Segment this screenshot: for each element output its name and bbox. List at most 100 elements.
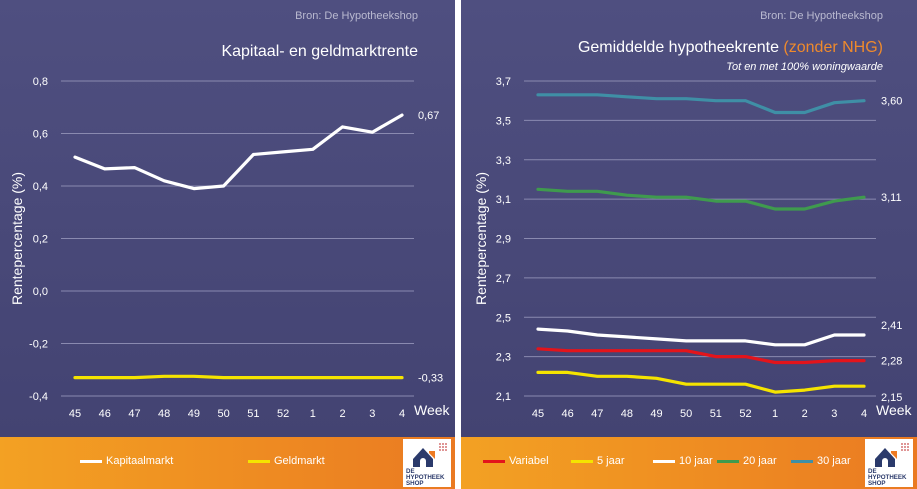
logo-dot [442, 443, 444, 445]
series-line-geldmarkt [73, 374, 404, 380]
legend-label: 30 jaar [817, 455, 851, 467]
y-tick-label: 3,7 [496, 76, 511, 88]
y-tick-label: 2,3 [496, 352, 511, 364]
legend-bar: Kapitaalmarkt Geldmarkt DE HYPOTHEEK SHOP [0, 437, 455, 489]
y-tick-label: 0,4 [33, 181, 48, 193]
x-tick-label: 2 [802, 408, 808, 420]
logo-dot [442, 446, 444, 448]
y-tick-label: 3,3 [496, 155, 511, 167]
chart-subtitle: Tot en met 100% woningwaarde [726, 61, 883, 73]
x-tick-label: 46 [99, 408, 111, 420]
end-value-label: 0,67 [418, 110, 439, 122]
legend-swatch [653, 459, 675, 463]
hypotheekshop-logo: DE HYPOTHEEK SHOP [403, 439, 451, 487]
series-line-5-jaar [536, 370, 866, 394]
logo-dot [901, 446, 903, 448]
logo-dot [904, 443, 906, 445]
legend-swatch [80, 459, 102, 463]
x-tick-label: 2 [339, 408, 345, 420]
y-tick-label: -0,4 [29, 391, 48, 403]
house-icon [875, 448, 895, 467]
line-chart-mortgage-rate: Bron: De Hypotheekshop Gemiddelde hypothe… [473, 10, 913, 420]
house-chimney-icon [429, 451, 435, 459]
y-tick-label: 0,8 [33, 76, 48, 88]
logo-dot [445, 443, 447, 445]
end-value-label: -0,33 [418, 373, 443, 385]
logo-dot [439, 446, 441, 448]
house-icon [413, 448, 433, 467]
end-value-label: 2,15 [881, 392, 902, 404]
legend-item-kapitaalmarkt: Kapitaalmarkt [80, 455, 173, 467]
legend-item-30-jaar: 30 jaar [791, 455, 851, 467]
x-tick-label: 1 [772, 408, 778, 420]
legend-swatch [791, 459, 813, 463]
chart-area: Bron: De Hypotheekshop Gemiddelde hypothe… [461, 0, 917, 437]
y-axis-label: Rentepercentage (%) [473, 172, 489, 305]
x-tick-label: 50 [680, 408, 692, 420]
logo-dot [901, 443, 903, 445]
series-line-30-jaar [536, 93, 866, 115]
house-chimney-icon [891, 451, 897, 459]
chart-panel-mortgage-rate: Bron: De Hypotheekshop Gemiddelde hypothe… [461, 0, 917, 489]
y-axis-label: Rentepercentage (%) [9, 172, 25, 305]
x-tick-label: 52 [739, 408, 751, 420]
x-tick-label: 3 [831, 408, 837, 420]
source-label: Bron: De Hypotheekshop [295, 10, 418, 22]
chart-title-text: Kapitaal- en geldmarktrente [221, 43, 418, 60]
logo-dot [907, 446, 909, 448]
legend-label: 5 jaar [597, 455, 625, 467]
chart-title: Kapitaal- en geldmarktrente [221, 43, 418, 60]
x-tick-label: 50 [218, 408, 230, 420]
x-tick-label: 52 [277, 408, 289, 420]
logo-dot [907, 449, 909, 451]
logo-text: HYPOTHEEK [868, 474, 907, 481]
legend-item-10-jaar: 10 jaar [653, 455, 713, 467]
legend-bar: Variabel 5 jaar 10 jaar 20 jaar 30 jaar DE HY… [461, 437, 917, 489]
end-value-label: 3,11 [881, 192, 902, 204]
logo-text: SHOP [406, 480, 424, 487]
x-tick-label: 51 [247, 408, 259, 420]
series-line-kapitaalmarkt [73, 113, 404, 191]
x-tick-label: 3 [369, 408, 375, 420]
legend-swatch [248, 459, 270, 463]
line-chart-capital-money-market: Bron: De Hypotheekshop Kapitaal- en geldm… [9, 10, 451, 420]
legend-item-20-jaar: 20 jaar [717, 455, 777, 467]
legend-item-geldmarkt: Geldmarkt [248, 455, 325, 467]
chart-title-highlight: (zonder NHG) [783, 39, 883, 56]
y-tick-label: 0,2 [33, 234, 48, 246]
house-door-icon [882, 458, 888, 467]
legend-swatch [717, 459, 739, 463]
legend-swatch [483, 459, 505, 463]
y-tick-label: 0,6 [33, 129, 48, 141]
hypotheekshop-logo: DE HYPOTHEEK SHOP [865, 439, 913, 487]
logo-dot [901, 449, 903, 451]
x-tick-label: 4 [861, 408, 867, 420]
x-tick-label: 47 [591, 408, 603, 420]
y-tick-label: 2,5 [496, 312, 511, 324]
legend-label: Variabel [509, 455, 549, 467]
logo-dot [439, 449, 441, 451]
logo-dot [904, 446, 906, 448]
x-tick-label: 45 [532, 408, 544, 420]
chart-title-text: Gemiddelde hypotheekrente [578, 39, 783, 56]
y-tick-label: 2,7 [496, 273, 511, 285]
logo-dot [445, 446, 447, 448]
legend-label: 20 jaar [743, 455, 777, 467]
logo-dot [442, 449, 444, 451]
logo-dot [907, 443, 909, 445]
logo-dot [904, 449, 906, 451]
x-tick-label: 49 [650, 408, 662, 420]
y-tick-label: 2,1 [496, 391, 511, 403]
x-tick-label: 48 [158, 408, 170, 420]
y-tick-label: 3,1 [496, 194, 511, 206]
series-line-20-jaar [536, 187, 866, 211]
y-tick-label: 0,0 [33, 286, 48, 298]
x-tick-label: 1 [310, 408, 316, 420]
x-axis-label: Week [414, 402, 451, 418]
legend-item-variabel: Variabel [483, 455, 549, 467]
legend-swatch [571, 459, 593, 463]
x-tick-label: 49 [188, 408, 200, 420]
end-value-label: 3,60 [881, 96, 902, 108]
series-line-10-jaar [536, 327, 866, 347]
